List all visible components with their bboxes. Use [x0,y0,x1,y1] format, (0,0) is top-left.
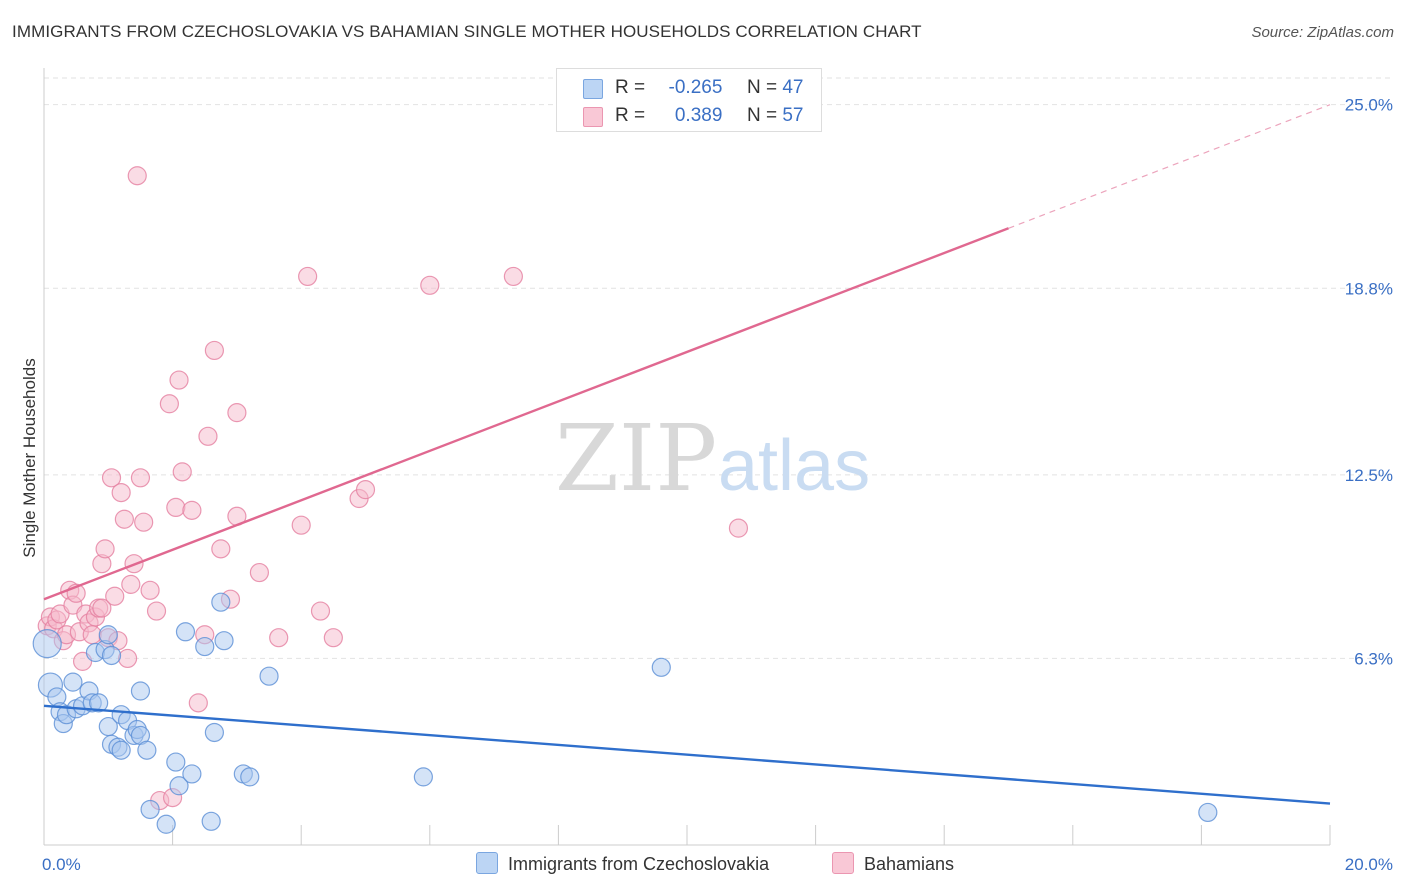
bottom-legend-swatch-pink [832,852,854,874]
czechoslovakia-point [201,811,221,831]
legend-n-label: N = [746,105,778,126]
bahamians-trend-line [43,227,1009,601]
bahamians-point [198,426,218,446]
bahamians-point [323,628,343,648]
czechoslovakia-point [214,631,234,651]
czechoslovakia-point [32,629,62,659]
bahamians-point [117,648,138,669]
bottom-legend-label: Bahamians [864,854,955,874]
y-tick-label: 6.3% [1354,649,1393,668]
watermark: ZIP atlas [555,405,870,512]
bahamians-point [420,275,440,295]
czechoslovakia-point [169,776,189,796]
czechoslovakia-point [98,625,118,645]
bottom-legend-czechoslovakia: Immigrants from Czechoslovakia [476,852,769,875]
legend-r-value: -0.265 [668,77,723,98]
bottom-legend-label: Immigrants from Czechoslovakia [508,854,770,874]
bottom-legend-bahamians: Bahamians [832,852,954,875]
bahamians-point [310,601,331,621]
bahamians-point [172,462,192,482]
correlation-legend: R = -0.265 N = 47 R = 0.389 N = 57 [556,68,822,132]
legend-r-value: 0.389 [674,105,723,126]
czechoslovakia-point [140,799,160,820]
legend-swatch-blue [583,79,603,99]
watermark-zip: ZIP [555,405,717,512]
gridlines [44,77,1390,659]
czechoslovakia-point [101,645,122,666]
czechoslovakia-point [259,666,279,686]
bahamians-point [291,515,311,535]
czechoslovakia-point [204,722,224,743]
bahamians-point [355,480,376,500]
czechoslovakia-point [166,752,186,772]
tick-labels: 6.3% 12.5% 18.8% 25.0% 0.0% 20.0% [42,96,1393,874]
x-tick-label-max: 20.0% [1345,855,1393,874]
bahamians-point [227,403,247,423]
czechoslovakia-point [89,693,109,713]
source-label: Source: ZipAtlas.com [1251,24,1394,41]
legend-n-label: N = [746,77,778,98]
bahamians-point [159,394,179,414]
bahamians-point [111,482,131,503]
axes [43,68,1331,846]
bahamians-point [503,266,523,287]
legend-r-label: R = [615,77,646,98]
bahamians-point [249,562,270,583]
czechoslovakia-point [137,740,157,760]
bahamians-point [188,693,208,713]
czechoslovakia-point [111,740,131,760]
czechoslovakia-point [651,657,671,677]
bahamians-point [182,500,202,520]
czechoslovakia-points [32,592,1218,834]
y-tick-label: 18.8% [1345,279,1393,298]
czechoslovakia-trend-line [43,704,1331,805]
bahamians-point [204,340,224,361]
bahamians-point [166,497,186,518]
y-tick-label: 12.5% [1345,466,1393,485]
czechoslovakia-point [413,767,433,787]
bahamians-point [728,518,749,538]
czechoslovakia-point [195,636,215,657]
bahamians-point [134,512,154,532]
bahamians-point [82,625,102,645]
legend-r-label: R = [615,105,646,126]
bahamians-point [269,628,289,648]
czechoslovakia-point [156,814,176,834]
czechoslovakia-point [240,767,260,787]
chart-title: IMMIGRANTS FROM CZECHOSLOVAKIA VS BAHAMI… [12,22,922,41]
legend-swatch-pink [583,107,603,127]
bahamians-point [95,539,115,559]
x-tick-label-min: 0.0% [42,855,81,874]
czechoslovakia-point [175,622,196,642]
bahamians-trend-extension [1008,104,1331,229]
czechoslovakia-point [130,681,151,701]
bahamians-point [92,598,112,618]
bahamians-point [130,468,151,488]
legend-n-value: 47 [782,77,804,98]
bahamians-point [127,166,147,186]
czechoslovakia-point [182,764,202,784]
czechoslovakia-point [63,672,83,692]
bahamians-point [121,574,141,594]
bahamians-point [140,580,160,600]
y-tick-label: 25.0% [1345,96,1393,115]
bahamians-point [211,539,231,559]
legend-n-value: 57 [782,105,804,126]
czechoslovakia-point [1198,802,1218,823]
bahamians-point [298,266,318,287]
czechoslovakia-point [211,592,231,612]
bottom-legend-swatch-blue [476,852,498,874]
bahamians-point [146,601,167,621]
bahamians-point [105,586,125,606]
bahamians-point [169,370,189,390]
bahamians-point [101,468,122,488]
bahamians-point [114,509,134,529]
watermark-atlas: atlas [718,426,870,506]
trend-lines [43,104,1331,805]
